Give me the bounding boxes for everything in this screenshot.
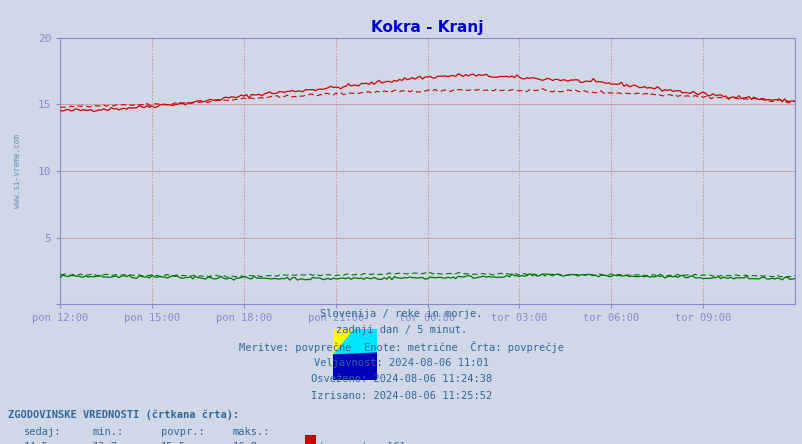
- Text: 15,5: 15,5: [160, 442, 185, 444]
- Title: Kokra - Kranj: Kokra - Kranj: [371, 20, 484, 35]
- Text: Osveženo: 2024-08-06 11:24:38: Osveženo: 2024-08-06 11:24:38: [310, 374, 492, 385]
- Polygon shape: [333, 329, 377, 355]
- Text: povpr.:: povpr.:: [160, 427, 204, 437]
- Text: min.:: min.:: [92, 427, 124, 437]
- Text: temperatura[C]: temperatura[C]: [318, 442, 406, 444]
- Text: Meritve: povprečne  Enote: metrične  Črta: povprečje: Meritve: povprečne Enote: metrične Črta:…: [239, 341, 563, 353]
- Text: Veljavnost: 2024-08-06 11:01: Veljavnost: 2024-08-06 11:01: [314, 358, 488, 368]
- Text: 14,5: 14,5: [24, 442, 49, 444]
- Text: 13,7: 13,7: [92, 442, 117, 444]
- Text: Slovenija / reke in morje.: Slovenija / reke in morje.: [320, 309, 482, 319]
- Text: sedaj:: sedaj:: [24, 427, 62, 437]
- Text: www.si-vreme.com: www.si-vreme.com: [13, 134, 22, 208]
- Text: 16,8: 16,8: [233, 442, 257, 444]
- Text: ZGODOVINSKE VREDNOSTI (črtkana črta):: ZGODOVINSKE VREDNOSTI (črtkana črta):: [8, 409, 239, 420]
- Text: zadnji dan / 5 minut.: zadnji dan / 5 minut.: [335, 325, 467, 335]
- Polygon shape: [333, 329, 354, 355]
- Polygon shape: [333, 353, 377, 380]
- Text: maks.:: maks.:: [233, 427, 270, 437]
- Text: Izrisano: 2024-08-06 11:25:52: Izrisano: 2024-08-06 11:25:52: [310, 391, 492, 401]
